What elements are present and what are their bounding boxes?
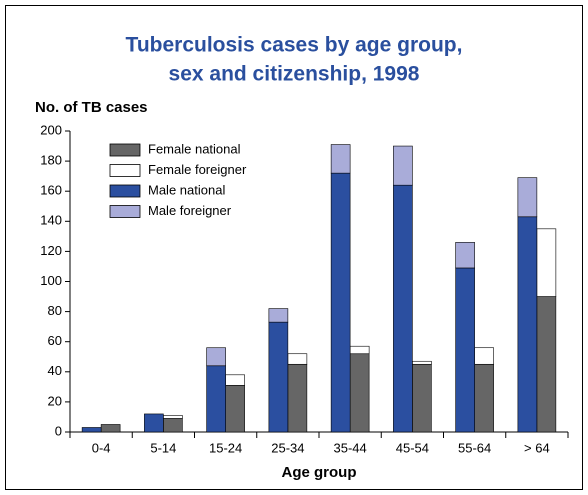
bar-segment [330,144,351,174]
bar-segment [349,353,370,433]
x-tick-label: 35-44 [334,440,367,455]
bar-segment [412,363,432,433]
bar-segment [206,347,226,367]
y-tick-label: 140 [40,213,62,228]
y-tick-label: 100 [40,273,62,288]
y-tick-label: 200 [40,122,62,137]
bar-segment [536,296,557,433]
x-axis-title: Age group [282,464,357,481]
y-tick-label: 60 [48,333,62,348]
bar-segment [81,427,102,433]
y-tick-label: 120 [40,243,62,258]
y-tick-label: 80 [48,303,62,318]
bar-segment [349,345,370,355]
bar-segment [474,363,494,433]
legend-swatch [109,205,141,218]
bar-segment [287,353,308,365]
x-tick-label: 5-14 [150,440,176,455]
bar-segment [287,363,308,433]
legend-swatch [109,143,141,157]
bar-segment [163,415,183,419]
y-tick-label: 180 [40,153,62,168]
bar-segment [144,413,164,433]
bar-segment [268,321,289,433]
x-tick-label: 55-64 [458,440,491,455]
bar-segment [393,145,413,186]
legend-swatch [109,184,141,198]
y-tick-label: 160 [40,183,62,198]
legend-label: Male foreigner [148,203,232,218]
y-tick-label: 20 [48,393,62,408]
bar-segment [517,177,538,218]
bar-segment [474,347,494,365]
bar-segment [163,418,183,433]
x-tick-label: > 64 [524,440,550,455]
bar-segment [268,308,289,323]
x-tick-label: 0-4 [92,440,111,455]
bar-segment [412,360,432,365]
bar-segment [330,172,351,433]
y-axis-title: No. of TB cases [35,99,148,116]
bar-segment [536,228,557,297]
bar-segment [393,184,413,433]
legend-label: Male national [148,182,225,197]
x-tick-label: 45-54 [396,440,429,455]
bar-segment [206,365,226,433]
y-tick-label: 0 [55,423,62,438]
chart-title: Tuberculosis cases by age group, [126,34,463,57]
bar-segment [225,385,245,433]
bar-segment [225,374,245,386]
legend-label: Female foreigner [148,162,247,177]
x-tick-label: 15-24 [209,440,242,455]
bar-segment [455,267,475,433]
x-tick-label: 25-34 [271,440,304,455]
chart-title: sex and citizenship, 1998 [169,63,420,86]
bar-segment [517,216,538,433]
legend-label: Female national [148,141,241,156]
legend-swatch [109,164,141,177]
bar-segment [455,242,475,269]
bar-segment [100,424,121,433]
y-tick-label: 40 [48,363,62,378]
